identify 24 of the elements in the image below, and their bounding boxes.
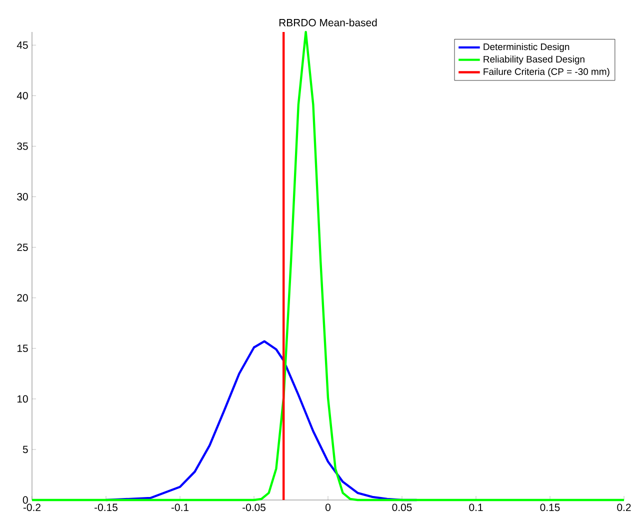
y-tick-label: 0 bbox=[22, 496, 28, 504]
y-tick-label: 25 bbox=[17, 244, 28, 252]
x-tick-label: -0.05 bbox=[242, 504, 266, 512]
line-series bbox=[30, 30, 626, 502]
y-tick-label: 20 bbox=[17, 294, 28, 302]
legend-label: Reliability Based Design bbox=[484, 56, 584, 64]
y-tick-label: 40 bbox=[16, 92, 28, 100]
x-tick-label: 0.2 bbox=[617, 504, 631, 512]
x-tick-label: 0.05 bbox=[392, 504, 412, 512]
x-tick-label: -0.15 bbox=[94, 504, 118, 512]
y-tick-label: 45 bbox=[16, 41, 28, 49]
x-tick-label: 0 bbox=[326, 504, 330, 512]
y-tick-label: 15 bbox=[17, 344, 28, 352]
y-tick-label: 5 bbox=[22, 446, 28, 454]
y-tick-label: 30 bbox=[17, 193, 28, 200]
chart-title: RBRDO Mean-based bbox=[279, 18, 377, 26]
x-tick-label: -0.2 bbox=[23, 504, 40, 512]
y-tick-label: 10 bbox=[17, 395, 28, 403]
x-tick-label: 0.1 bbox=[469, 504, 483, 512]
legend-label: Deterministic Design bbox=[484, 43, 570, 52]
x-tick-label: 0.15 bbox=[540, 504, 560, 512]
legend-label: Failure Criteria (CP = -30 mm) bbox=[484, 68, 610, 77]
x-tick-label: -0.1 bbox=[171, 504, 188, 512]
y-tick-label: 35 bbox=[17, 142, 28, 150]
